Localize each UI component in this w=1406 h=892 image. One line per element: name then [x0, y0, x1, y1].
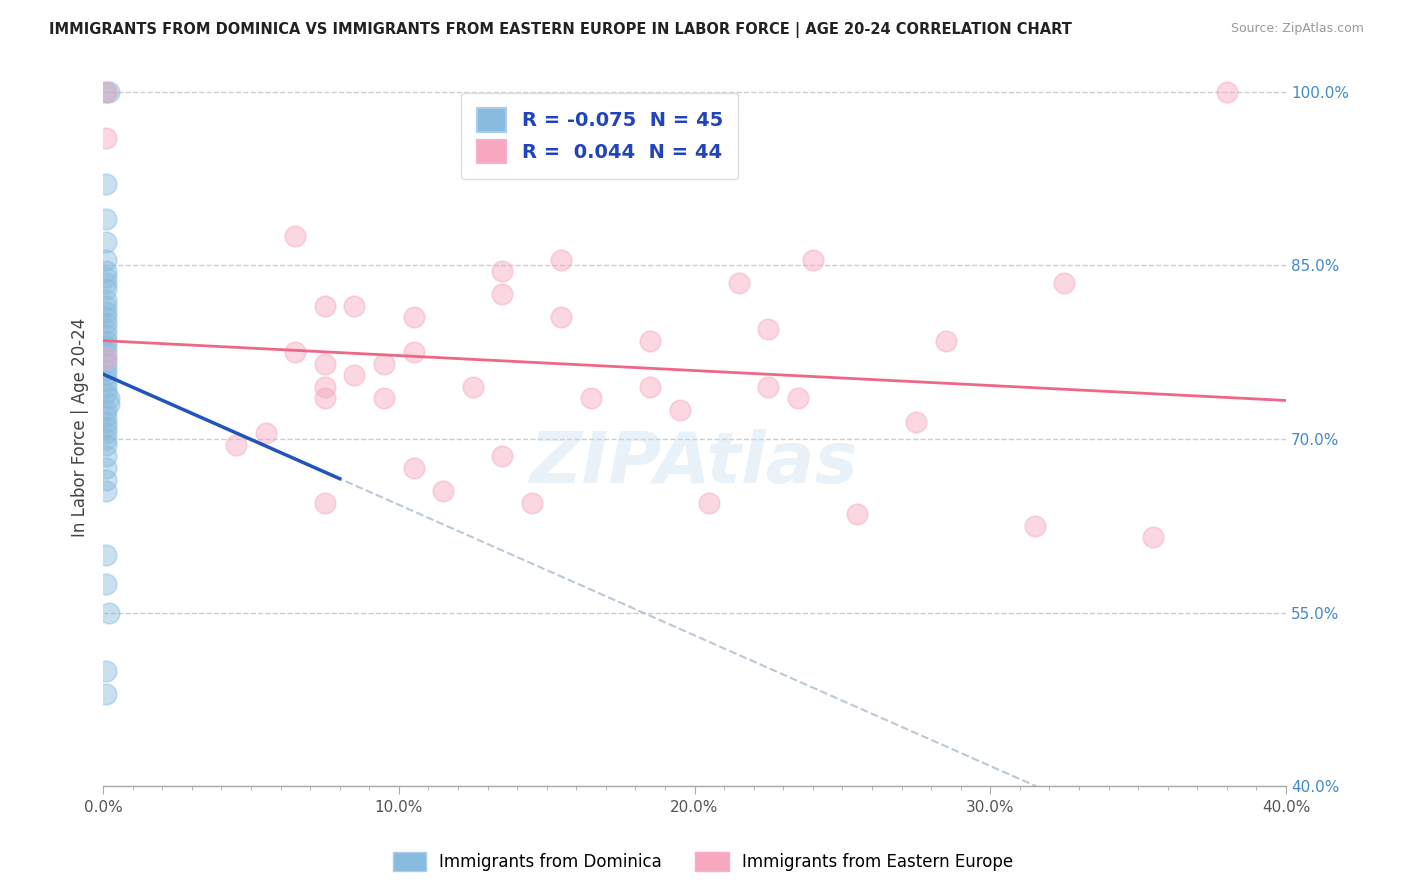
Point — [94, 316, 117, 330]
Point — [94, 450, 117, 464]
Point — [98, 392, 121, 406]
Point — [905, 415, 928, 429]
Point — [94, 357, 117, 371]
Point — [94, 461, 117, 475]
Point — [94, 345, 117, 359]
Point — [94, 473, 117, 487]
Point — [402, 461, 425, 475]
Point — [343, 368, 366, 383]
Point — [94, 299, 117, 313]
Point — [225, 438, 247, 452]
Point — [343, 299, 366, 313]
Point — [94, 368, 117, 383]
Point — [373, 357, 395, 371]
Point — [1024, 519, 1046, 533]
Point — [94, 334, 117, 348]
Point — [846, 508, 869, 522]
Point — [94, 576, 117, 591]
Point — [98, 606, 121, 620]
Point — [314, 357, 336, 371]
Point — [94, 264, 117, 278]
Point — [402, 310, 425, 325]
Point — [94, 687, 117, 701]
Point — [461, 380, 484, 394]
Point — [94, 269, 117, 284]
Point — [94, 426, 117, 441]
Text: Source: ZipAtlas.com: Source: ZipAtlas.com — [1230, 22, 1364, 36]
Point — [94, 212, 117, 227]
Point — [94, 362, 117, 376]
Legend: Immigrants from Dominica, Immigrants from Eastern Europe: Immigrants from Dominica, Immigrants fro… — [384, 843, 1022, 880]
Point — [1053, 276, 1076, 290]
Point — [94, 432, 117, 446]
Point — [1142, 531, 1164, 545]
Point — [94, 322, 117, 336]
Text: ZIPAtlas: ZIPAtlas — [530, 429, 859, 498]
Point — [314, 392, 336, 406]
Point — [314, 496, 336, 510]
Point — [94, 438, 117, 452]
Point — [94, 415, 117, 429]
Point — [94, 293, 117, 307]
Point — [758, 380, 780, 394]
Point — [314, 380, 336, 394]
Point — [94, 403, 117, 417]
Point — [491, 264, 513, 278]
Point — [520, 496, 543, 510]
Point — [935, 334, 957, 348]
Point — [98, 397, 121, 411]
Point — [94, 327, 117, 342]
Point — [94, 385, 117, 400]
Point — [94, 252, 117, 267]
Point — [94, 420, 117, 434]
Point — [491, 450, 513, 464]
Point — [94, 374, 117, 388]
Point — [550, 310, 572, 325]
Point — [94, 548, 117, 562]
Point — [550, 252, 572, 267]
Point — [94, 131, 117, 145]
Text: IMMIGRANTS FROM DOMINICA VS IMMIGRANTS FROM EASTERN EUROPE IN LABOR FORCE | AGE : IMMIGRANTS FROM DOMINICA VS IMMIGRANTS F… — [49, 22, 1073, 38]
Point — [94, 310, 117, 325]
Point — [638, 380, 661, 394]
Point — [98, 85, 121, 99]
Point — [94, 85, 117, 99]
Point — [1216, 85, 1239, 99]
Point — [94, 304, 117, 318]
Point — [638, 334, 661, 348]
Y-axis label: In Labor Force | Age 20-24: In Labor Force | Age 20-24 — [72, 318, 89, 537]
Point — [787, 392, 810, 406]
Point — [94, 85, 117, 99]
Point — [94, 178, 117, 192]
Point — [668, 403, 690, 417]
Point — [402, 345, 425, 359]
Point — [94, 409, 117, 423]
Point — [94, 351, 117, 365]
Point — [284, 345, 307, 359]
Point — [94, 380, 117, 394]
Point — [94, 351, 117, 365]
Point — [728, 276, 751, 290]
Point — [284, 229, 307, 244]
Point — [491, 287, 513, 301]
Point — [94, 276, 117, 290]
Point — [94, 281, 117, 295]
Point — [758, 322, 780, 336]
Point — [254, 426, 277, 441]
Point — [432, 484, 454, 499]
Legend: R = -0.075  N = 45, R =  0.044  N = 44: R = -0.075 N = 45, R = 0.044 N = 44 — [461, 93, 738, 179]
Point — [699, 496, 721, 510]
Point — [94, 339, 117, 353]
Point — [94, 664, 117, 678]
Point — [579, 392, 602, 406]
Point — [94, 484, 117, 499]
Point — [314, 299, 336, 313]
Point — [373, 392, 395, 406]
Point — [801, 252, 824, 267]
Point — [94, 235, 117, 250]
